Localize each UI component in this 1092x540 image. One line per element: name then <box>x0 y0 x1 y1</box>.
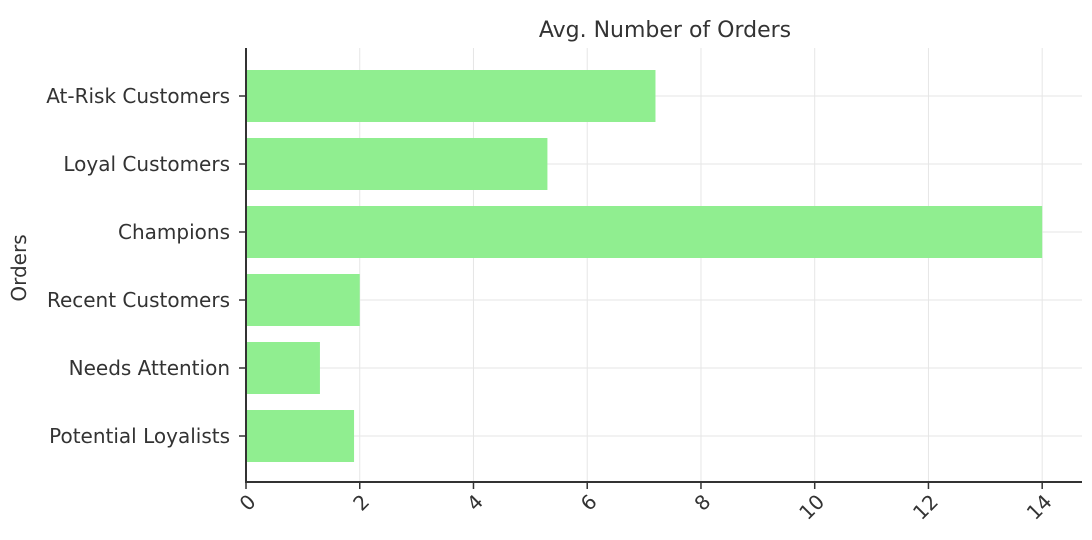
y-tick-label: Champions <box>118 220 230 244</box>
x-tick-label: 6 <box>576 490 602 516</box>
bar-potential-loyalists <box>246 410 355 462</box>
label-layer: At-Risk Customers Loyal Customers Champion… <box>46 84 1056 524</box>
bar-recent-customers <box>246 274 360 326</box>
bar-loyal-customers <box>246 138 548 190</box>
x-tick-label: 14 <box>1022 490 1057 525</box>
x-tick-label: 0 <box>235 490 261 516</box>
x-tick-label: 8 <box>689 490 715 516</box>
y-tick-label: Potential Loyalists <box>49 424 230 448</box>
bar-layer <box>246 70 1043 462</box>
y-tick-label: Needs Attention <box>69 356 230 380</box>
y-tick-label: Recent Customers <box>47 288 230 312</box>
y-tick-label: Loyal Customers <box>63 152 230 176</box>
bar-at-risk-customers <box>246 70 656 122</box>
x-tick-label: 10 <box>794 490 829 525</box>
y-axis-label: Orders <box>7 234 31 301</box>
chart-title: Avg. Number of Orders <box>539 18 791 43</box>
bar-needs-attention <box>246 342 320 394</box>
x-tick-label: 12 <box>908 490 943 525</box>
x-tick-label: 2 <box>348 490 374 516</box>
x-tick-label: 4 <box>462 490 488 516</box>
axis-layer <box>239 48 1082 489</box>
bar-champions <box>246 206 1043 258</box>
y-tick-label: At-Risk Customers <box>46 84 230 108</box>
